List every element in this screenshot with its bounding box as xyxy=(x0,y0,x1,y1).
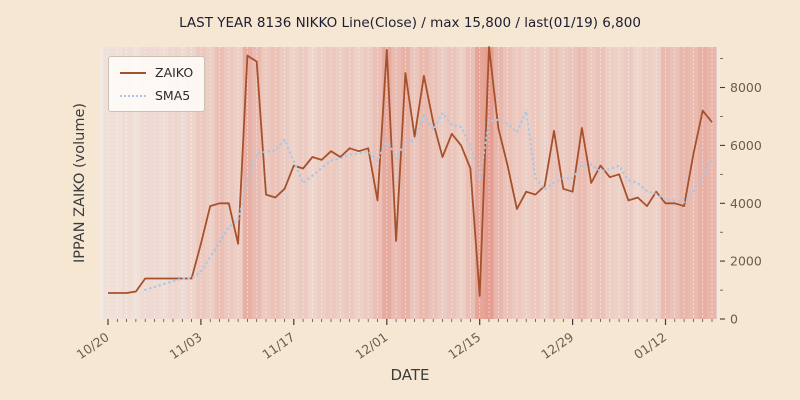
chart-title: LAST YEAR 8136 NIKKO Line(Close) / max 1… xyxy=(179,15,641,31)
legend-label-sma5: SMA5 xyxy=(155,88,191,103)
svg-text:0: 0 xyxy=(730,312,738,327)
legend-label-zaiko: ZAIKO xyxy=(155,65,194,80)
zaiko-line xyxy=(108,46,713,297)
x-tick-labels: 10/20 11/03 11/17 12/01 12/15 12/29 01/12 xyxy=(74,329,670,362)
svg-text:4000: 4000 xyxy=(730,196,762,211)
svg-text:01/12: 01/12 xyxy=(631,329,669,362)
legend-item-sma5: SMA5 xyxy=(120,88,193,103)
svg-text:12/29: 12/29 xyxy=(538,329,576,362)
legend-item-zaiko: ZAIKO xyxy=(120,65,193,80)
svg-text:8000: 8000 xyxy=(730,80,762,95)
svg-text:12/15: 12/15 xyxy=(445,329,483,362)
legend: ZAIKO SMA5 xyxy=(108,56,206,112)
svg-text:10/20: 10/20 xyxy=(74,329,112,362)
axis-ticks xyxy=(107,58,725,325)
svg-text:6000: 6000 xyxy=(730,138,762,153)
x-axis-label: DATE xyxy=(390,366,430,384)
svg-text:2000: 2000 xyxy=(730,254,762,269)
zaiko-line-swatch xyxy=(120,71,146,74)
sma5-line-swatch xyxy=(120,94,146,97)
y-tick-labels: 0 2000 4000 6000 8000 xyxy=(730,80,762,327)
svg-text:12/01: 12/01 xyxy=(352,329,390,362)
sma5-line xyxy=(144,107,714,291)
svg-text:11/03: 11/03 xyxy=(167,329,205,362)
svg-text:11/17: 11/17 xyxy=(259,329,297,362)
